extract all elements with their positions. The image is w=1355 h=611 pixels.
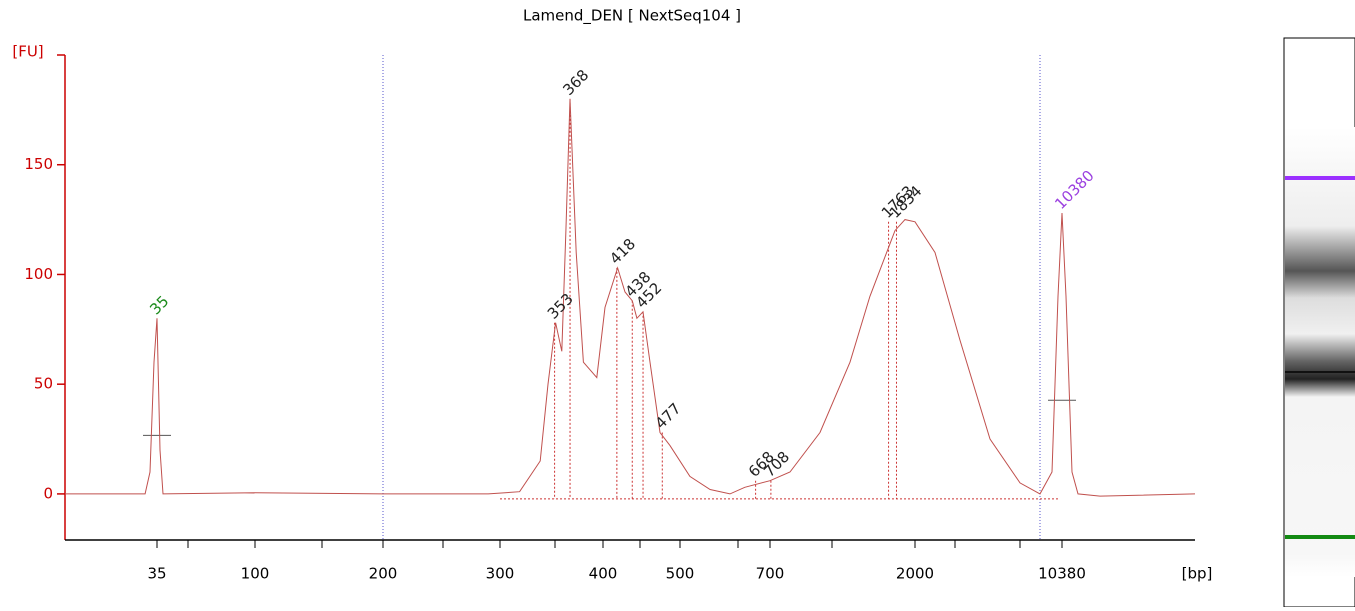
y-tick-label: 0 <box>43 484 53 502</box>
peak-label: 368 <box>559 66 592 99</box>
peak-label: 353 <box>544 290 577 323</box>
peak-label: 477 <box>652 399 685 432</box>
x-tick-label: 100 <box>241 565 270 583</box>
x-tick-label: 35 <box>147 565 166 583</box>
band <box>1285 371 1355 373</box>
x-tick-label: 200 <box>369 565 398 583</box>
y-tick-label: 150 <box>24 155 53 173</box>
lower-marker-band <box>1285 535 1355 539</box>
x-tick-label: 10380 <box>1038 565 1086 583</box>
gel-panel <box>1283 37 1355 608</box>
peak-label: 1834 <box>886 182 926 222</box>
minor-ticks <box>187 540 1021 548</box>
peak-label: 35 <box>146 292 172 318</box>
x-tick-label: 700 <box>756 565 785 583</box>
y-axis-label: [FU] <box>12 43 43 61</box>
peak-label: 418 <box>606 235 639 268</box>
peak-label: 10380 <box>1051 167 1097 213</box>
y-tick-label: 100 <box>24 265 53 283</box>
x-tick-label: 2000 <box>896 565 934 583</box>
x-tick-label: 500 <box>666 565 695 583</box>
chart-title: Lamend_DEN [ NextSeq104 ] <box>523 7 741 26</box>
y-tick-label: 50 <box>34 375 53 393</box>
upper-marker-band <box>1285 176 1355 180</box>
x-axis-label: [bp] <box>1182 565 1213 583</box>
electropherogram-trace <box>65 98 1196 497</box>
x-tick-label: 400 <box>589 565 618 583</box>
gel-lane <box>1285 127 1355 577</box>
x-tick-label: 300 <box>486 565 515 583</box>
